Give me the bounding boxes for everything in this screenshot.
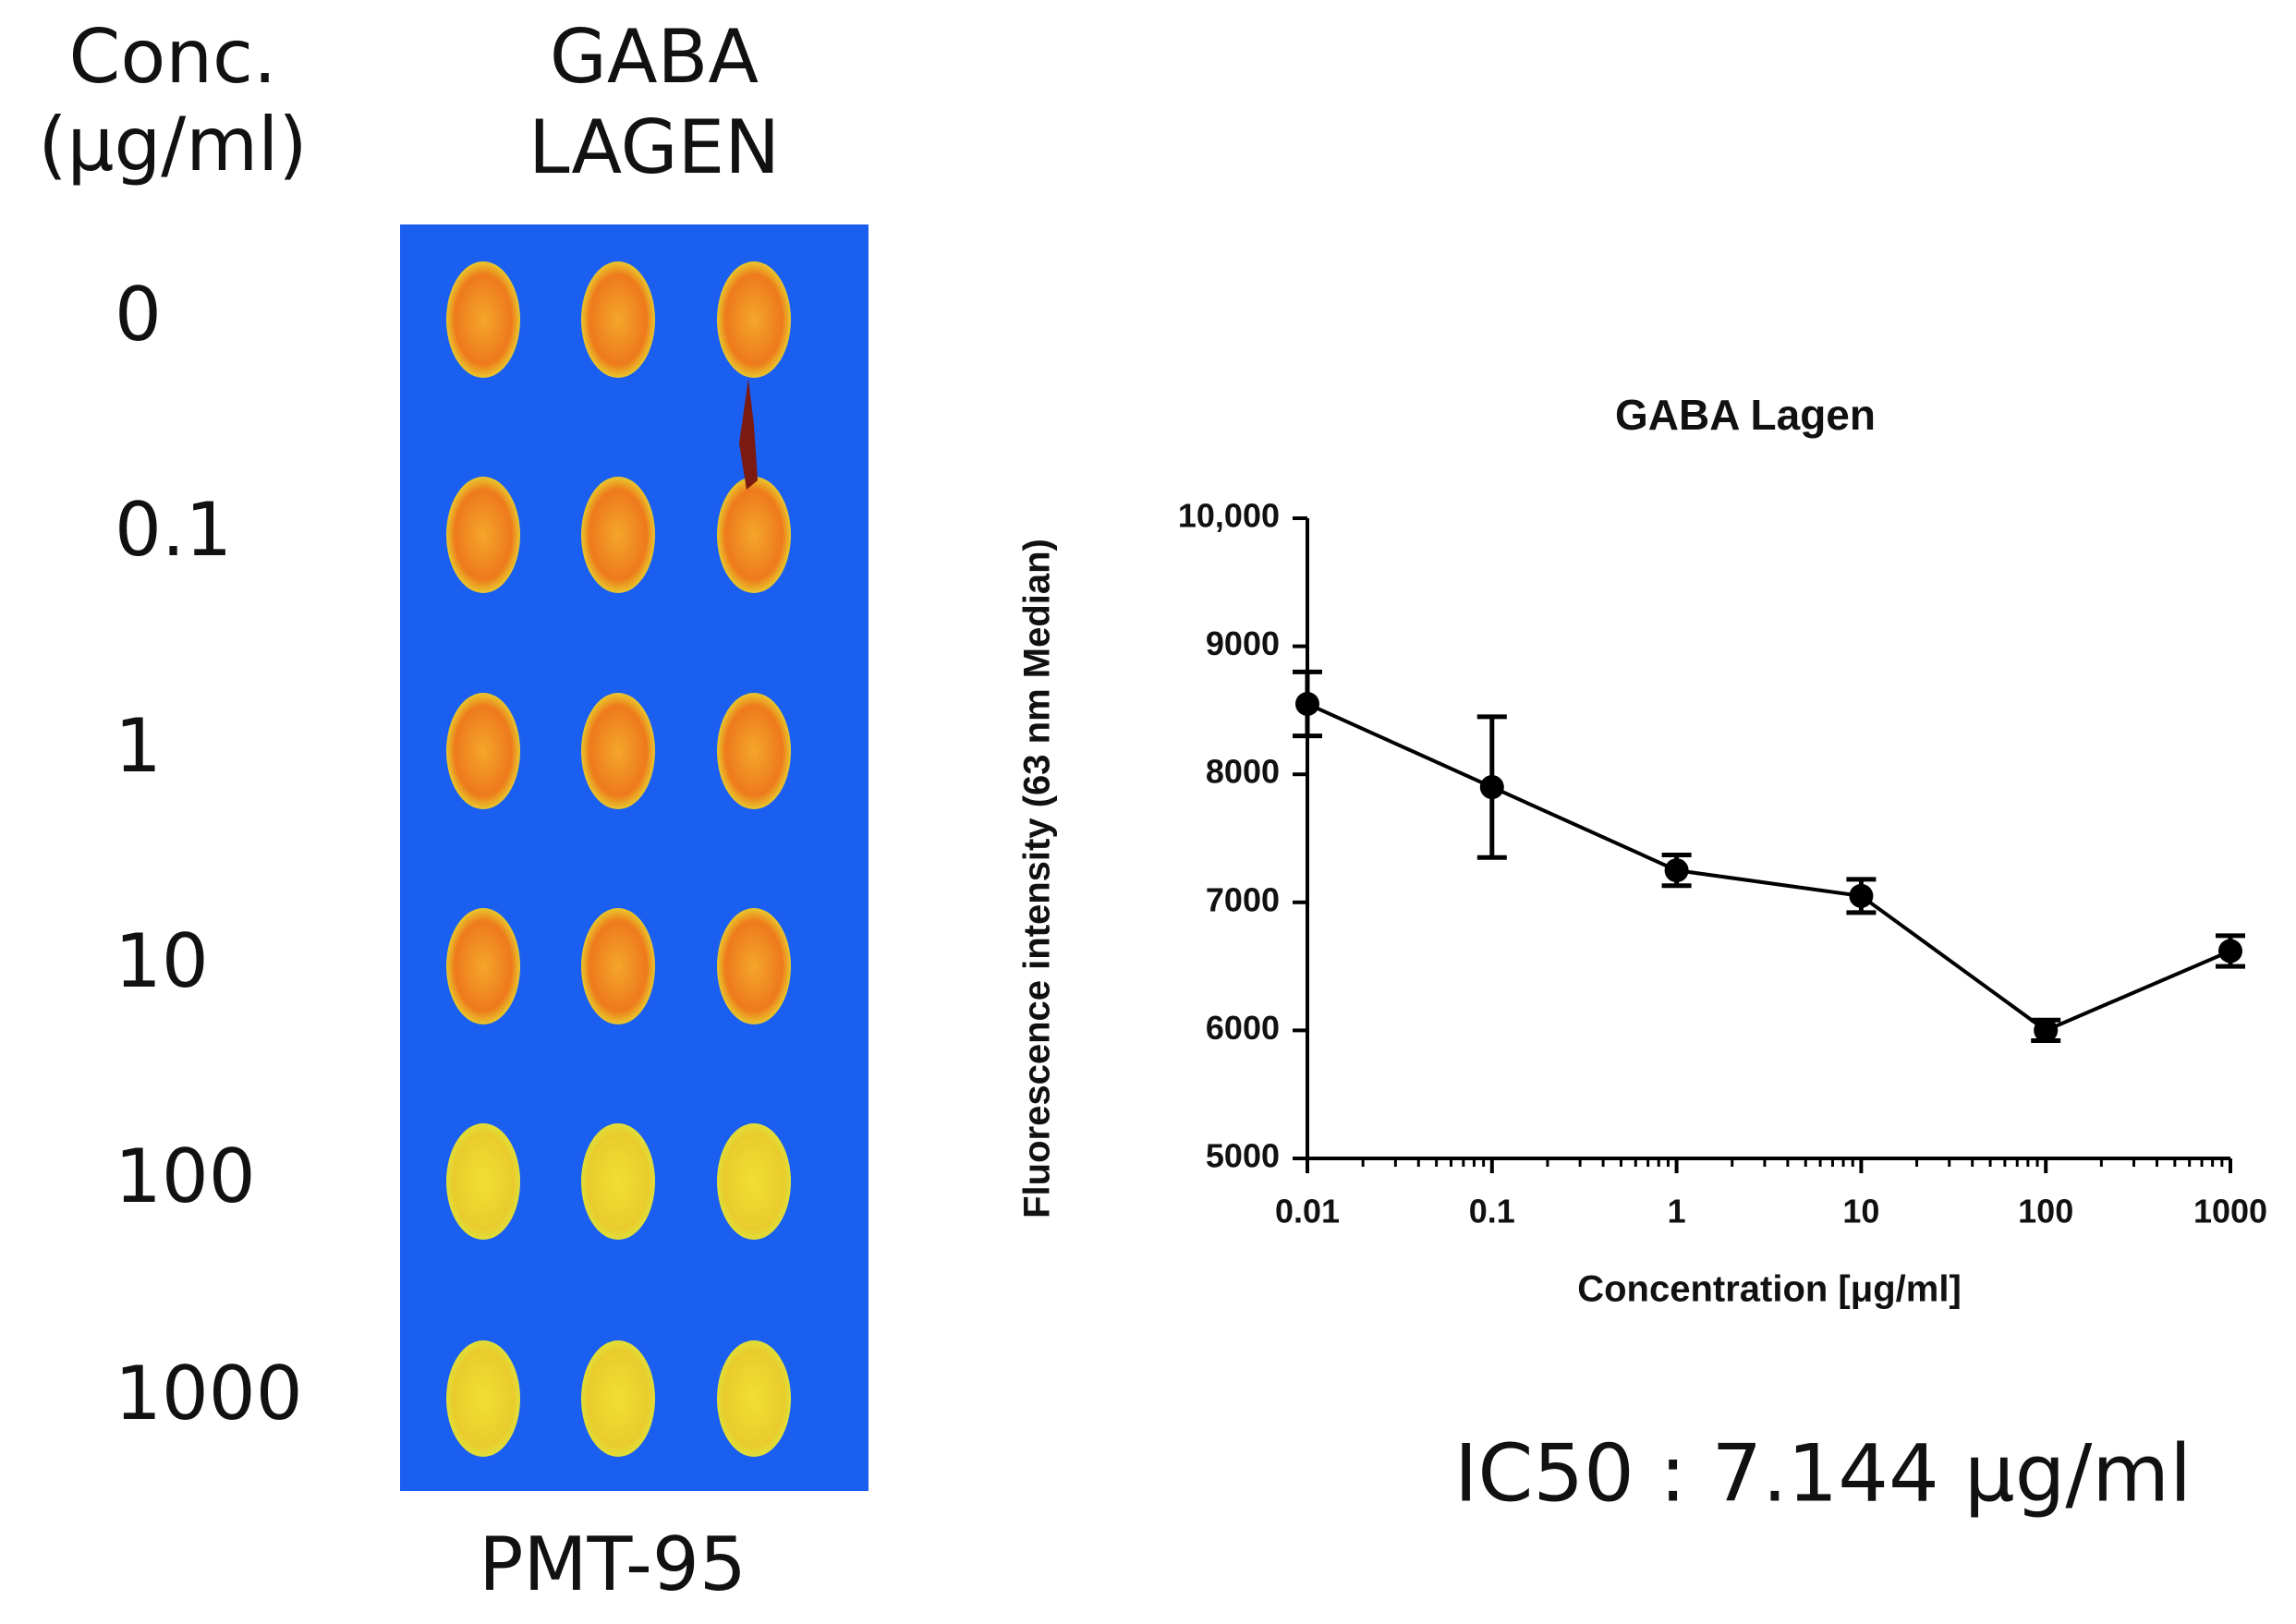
footer: PMT-95	[479, 1521, 746, 1607]
spot	[581, 1340, 655, 1457]
x-tick-label: 1	[1668, 1193, 1686, 1230]
spot	[581, 693, 655, 809]
spot	[446, 693, 520, 809]
y-tick-label: 8000	[1206, 753, 1280, 791]
spot	[446, 261, 520, 378]
y-tick-label: 7000	[1206, 880, 1280, 918]
data-point	[1664, 858, 1689, 883]
spots	[446, 261, 791, 1457]
spot	[446, 477, 520, 593]
ic50: IC50 : 7.144 μg/ml	[1454, 1427, 2192, 1520]
sample-label: LAGEN	[528, 104, 780, 190]
row-label: 1	[115, 703, 162, 789]
membrane	[400, 224, 869, 1491]
data-point	[2034, 1018, 2059, 1043]
data-point	[1295, 691, 1319, 716]
x-tick-label: 1000	[2193, 1193, 2267, 1230]
y-tick-label: 10,000	[1178, 497, 1280, 535]
row-label: 100	[115, 1133, 256, 1219]
spot	[581, 908, 655, 1024]
spot	[446, 1340, 520, 1457]
conc-label: Conc.	[69, 14, 277, 100]
spot	[717, 477, 791, 593]
spot	[717, 1123, 791, 1240]
row-label: 10	[115, 918, 209, 1004]
spot	[717, 1340, 791, 1457]
data-line	[1306, 702, 2231, 1033]
spot	[717, 261, 791, 378]
data-point	[1849, 883, 1874, 908]
y-tick-label: 9000	[1206, 624, 1280, 662]
data-point	[2218, 939, 2242, 963]
spot	[446, 908, 520, 1024]
sample-label: GABA	[550, 14, 759, 100]
row-label: 0	[115, 272, 162, 358]
spot	[717, 908, 791, 1024]
x-tick-label: 0.01	[1275, 1193, 1340, 1230]
spot	[581, 261, 655, 378]
row-label: 0.1	[115, 487, 232, 573]
spot	[581, 1123, 655, 1240]
spot	[717, 693, 791, 809]
y-tick-label: 6000	[1206, 1009, 1280, 1047]
row-label: 1000	[115, 1351, 303, 1436]
spot	[446, 1123, 520, 1240]
spot	[581, 477, 655, 593]
x-axis-label: Concentration [μg/ml]	[1577, 1269, 1962, 1310]
data-point	[1479, 775, 1504, 800]
x-tick-label: 100	[2018, 1193, 2073, 1230]
y-axis-label: Fluorescence intensity (63 nm Median)	[1017, 539, 1058, 1218]
y-tick-label: 5000	[1206, 1137, 1280, 1175]
x-tick-label: 10	[1842, 1193, 1879, 1230]
x-tick-label: 0.1	[1469, 1193, 1515, 1230]
streak	[739, 379, 758, 490]
conc-label: (μg/ml)	[38, 102, 307, 188]
chart: GABA Lagen Concentration [μg/ml] Fluoresce…	[1017, 391, 2267, 1309]
chart-title: GABA Lagen	[1615, 391, 1876, 439]
